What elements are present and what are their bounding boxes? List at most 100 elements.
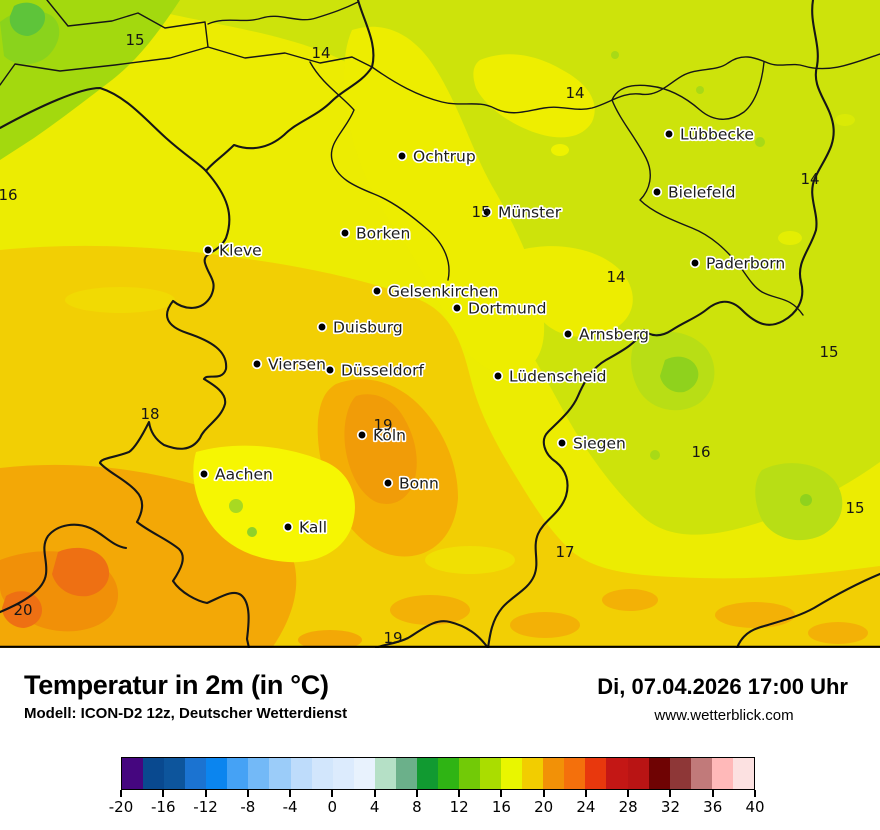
legend-tick (415, 790, 418, 797)
legend-segment (122, 758, 144, 789)
city-dot (251, 358, 263, 370)
city-label: Gelsenkirchen (388, 283, 498, 301)
legend-segment (459, 758, 481, 789)
legend-segment (437, 758, 459, 789)
legend-tick (246, 790, 249, 797)
legend-tick (373, 790, 376, 797)
legend-segment (543, 758, 565, 789)
legend-segment (522, 758, 544, 789)
legend-tick-label: 16 (491, 798, 511, 816)
temp-value-label: 17 (555, 543, 574, 561)
legend-tick (162, 790, 165, 797)
city-marker: Lübbecke (663, 124, 755, 145)
temp-value-label: 15 (819, 343, 838, 361)
city-label: Bielefeld (668, 184, 735, 202)
city-marker: Kleve (202, 240, 263, 261)
website-url: www.wetterblick.com (654, 707, 794, 724)
temp-value-label: 15 (845, 499, 864, 517)
legend-segment (206, 758, 228, 789)
legend-segment (416, 758, 438, 789)
city-marker: Siegen (556, 433, 627, 454)
legend-tick-label: 40 (745, 798, 765, 816)
city-marker: Gelsenkirchen (371, 281, 500, 302)
legend-tick-label: -16 (151, 798, 176, 816)
temp-value-label: 16 (0, 186, 18, 204)
legend-segment (648, 758, 670, 789)
legend-segment (395, 758, 417, 789)
legend-colorbar (121, 757, 755, 790)
legend-tick (669, 790, 672, 797)
city-dot (324, 364, 336, 376)
temp-value-label: 16 (691, 443, 710, 461)
legend-tick (204, 790, 207, 797)
legend-segment (732, 758, 754, 789)
city-label: Siegen (573, 435, 626, 453)
city-dot (356, 429, 368, 441)
legend-tick (500, 790, 503, 797)
legend-segment (690, 758, 712, 789)
legend-tick-label: 20 (534, 798, 554, 816)
city-marker: Lüdenscheid (492, 366, 608, 387)
city-dot (382, 477, 394, 489)
city-dot (451, 302, 463, 314)
city-dot (371, 285, 383, 297)
city-label: Münster (498, 204, 562, 222)
legend-segment (164, 758, 186, 789)
legend-segment (585, 758, 607, 789)
city-marker: Paderborn (689, 253, 787, 274)
legend-tick (754, 790, 756, 797)
legend-tick-label: 24 (576, 798, 596, 816)
legend-tick-label: -8 (240, 798, 256, 816)
legend-tick (584, 790, 587, 797)
city-marker: Kall (282, 517, 329, 538)
city-label: Lüdenscheid (509, 368, 607, 386)
legend-segment (711, 758, 733, 789)
city-dot (202, 244, 214, 256)
city-dot (556, 437, 568, 449)
legend-segment (290, 758, 312, 789)
legend-tick-label: 4 (369, 798, 380, 816)
weather-map: Ochtrup Lübbecke Bielefeld Münster Kleve Bork… (0, 0, 880, 650)
city-label: Paderborn (706, 255, 785, 273)
legend-tick (458, 790, 461, 797)
city-marker: Ochtrup (396, 146, 477, 167)
temp-value-label: 15 (471, 203, 490, 221)
city-marker: Bielefeld (651, 182, 737, 203)
legend-tick (711, 790, 714, 797)
legend-segment (227, 758, 249, 789)
temp-value-label: 15 (125, 31, 144, 49)
legend-segment (480, 758, 502, 789)
legend-segment (332, 758, 354, 789)
legend-tick-label: -12 (193, 798, 218, 816)
city-marker: Arnsberg (562, 324, 651, 345)
city-label: Aachen (215, 466, 273, 484)
city-label: Kall (299, 519, 327, 537)
legend-tick (542, 790, 545, 797)
temp-layer: 15 14 14 16 14 15 14 15 18 19 16 15 17 20 19 (0, 31, 865, 647)
city-label: Duisburg (333, 319, 403, 337)
city-marker: Viersen (251, 354, 328, 375)
legend-tick (289, 790, 292, 797)
city-marker: Münster (481, 202, 563, 223)
legend-tick (120, 790, 122, 797)
forecast-datetime: Di, 07.04.2026 17:00 Uhr (597, 674, 848, 699)
legend-tick-label: 36 (703, 798, 723, 816)
legend-tick-label: 0 (327, 798, 338, 816)
map-area: Ochtrup Lübbecke Bielefeld Münster Kleve Bork… (0, 0, 880, 650)
temp-value-label: 14 (565, 84, 584, 102)
model-subtitle: Modell: ICON-D2 12z, Deutscher Wetterdie… (24, 705, 348, 722)
legend-segment (311, 758, 333, 789)
city-dot (316, 321, 328, 333)
legend-segment (374, 758, 396, 789)
city-label: Arnsberg (579, 326, 649, 344)
temperature-field (0, 0, 880, 650)
city-dot (339, 227, 351, 239)
city-dot (282, 521, 294, 533)
city-label: Ochtrup (413, 148, 476, 166)
legend-tick-label: 12 (449, 798, 469, 816)
city-label: Kleve (219, 242, 262, 260)
legend-tick-label: -4 (282, 798, 298, 816)
city-marker: Dortmund (451, 298, 548, 319)
temp-value-label: 19 (373, 416, 392, 434)
city-dot (689, 257, 701, 269)
